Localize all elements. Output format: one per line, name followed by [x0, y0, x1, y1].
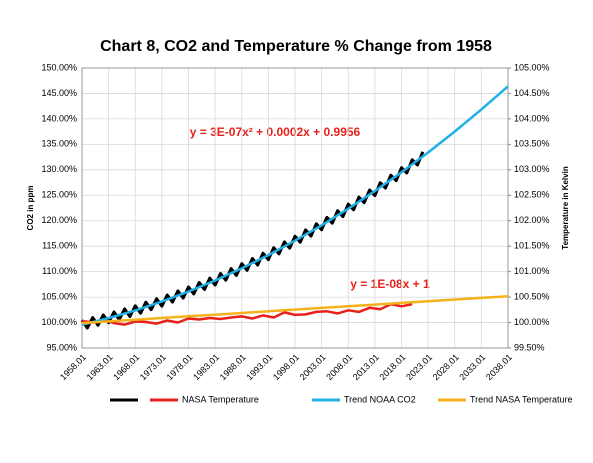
x-tick-label: 2038.01 [484, 352, 514, 382]
y-tick-label: 105.00% [41, 291, 77, 301]
x-tick-label: 1988.01 [218, 352, 248, 382]
series-line [81, 302, 413, 326]
y-tick-label: 145.00% [41, 88, 77, 98]
x-tick-label: 2003.01 [298, 352, 328, 382]
y2-axis-label: Temperature in Kelvin [561, 166, 570, 250]
x-tick-label: 2028.01 [431, 352, 461, 382]
x-tick-label: 2008.01 [324, 352, 354, 382]
y2-tick-label: 101.00% [514, 266, 550, 276]
y-tick-label: 120.00% [41, 215, 77, 225]
legend-label: NASA Temperature [182, 394, 259, 404]
x-tick-label: 2018.01 [378, 352, 408, 382]
y2-tick-label: 101.50% [514, 241, 550, 251]
series-line [81, 85, 509, 327]
y-tick-label: 95.00% [46, 342, 77, 352]
x-tick-label: 2023.01 [404, 352, 434, 382]
y2-tick-label: 100.50% [514, 291, 550, 301]
y2-tick-label: 103.00% [514, 164, 550, 174]
annotation: y = 1E-08x + 1 [350, 277, 430, 291]
y2-tick-label: 104.50% [514, 88, 550, 98]
x-tick-label: 1983.01 [191, 352, 221, 382]
y2-tick-label: 104.00% [514, 113, 550, 123]
x-tick-label: 2013.01 [351, 352, 381, 382]
y-tick-label: 100.00% [41, 317, 77, 327]
x-tick-label: 1963.01 [85, 352, 115, 382]
x-tick-label: 2033.01 [457, 352, 487, 382]
y-tick-label: 115.00% [42, 241, 77, 251]
chart-title: Chart 8, CO2 and Temperature % Change fr… [100, 38, 492, 55]
y-tick-label: 150.00% [41, 62, 77, 72]
x-tick-label: 1958.01 [58, 352, 88, 382]
y-tick-label: 125.00% [41, 190, 77, 200]
y-axis-label: CO2 in ppm [26, 186, 35, 231]
y-tick-label: 135.00% [41, 139, 77, 149]
y2-tick-label: 103.50% [514, 139, 550, 149]
series-line [81, 294, 509, 325]
x-tick-label: 1993.01 [244, 352, 274, 382]
x-tick-label: 1968.01 [111, 352, 141, 382]
y-tick-label: 130.00% [41, 164, 77, 174]
y2-tick-label: 99.50% [514, 342, 545, 352]
annotation: y = 3E-07x² + 0.0002x + 0.9956 [190, 125, 361, 139]
y-tick-label: 140.00% [41, 113, 77, 123]
legend-label: Trend NASA Temperature [470, 394, 573, 404]
y2-tick-label: 105.00% [514, 62, 550, 72]
x-tick-label: 1973.01 [138, 352, 168, 382]
plot-frame [81, 67, 509, 349]
series-line [80, 151, 425, 330]
x-tick-label: 1998.01 [271, 352, 301, 382]
x-tick-label: 1978.01 [165, 352, 195, 382]
y2-tick-label: 102.50% [514, 190, 550, 200]
y2-tick-label: 102.00% [514, 215, 550, 225]
y2-tick-label: 100.00% [514, 317, 550, 327]
legend-label: Trend NOAA CO2 [344, 394, 416, 404]
y-tick-label: 110.00% [42, 266, 77, 276]
